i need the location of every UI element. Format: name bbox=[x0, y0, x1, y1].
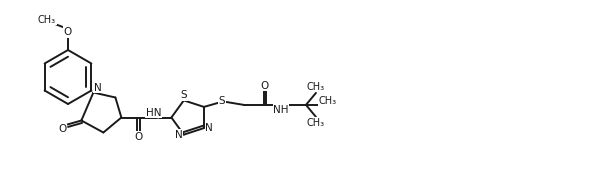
Text: N: N bbox=[205, 123, 213, 133]
Text: CH₃: CH₃ bbox=[307, 82, 325, 92]
Text: N: N bbox=[175, 130, 183, 140]
Text: CH₃: CH₃ bbox=[319, 96, 337, 106]
Text: S: S bbox=[219, 96, 225, 106]
Text: O: O bbox=[261, 81, 269, 91]
Text: S: S bbox=[181, 90, 187, 100]
Text: O: O bbox=[135, 132, 142, 142]
Text: CH₃: CH₃ bbox=[38, 15, 56, 25]
Text: CH₃: CH₃ bbox=[307, 118, 325, 128]
Text: NH: NH bbox=[273, 105, 289, 115]
Text: O: O bbox=[64, 27, 72, 37]
Text: O: O bbox=[58, 124, 66, 135]
Text: N: N bbox=[93, 83, 101, 93]
Text: HN: HN bbox=[146, 108, 161, 118]
